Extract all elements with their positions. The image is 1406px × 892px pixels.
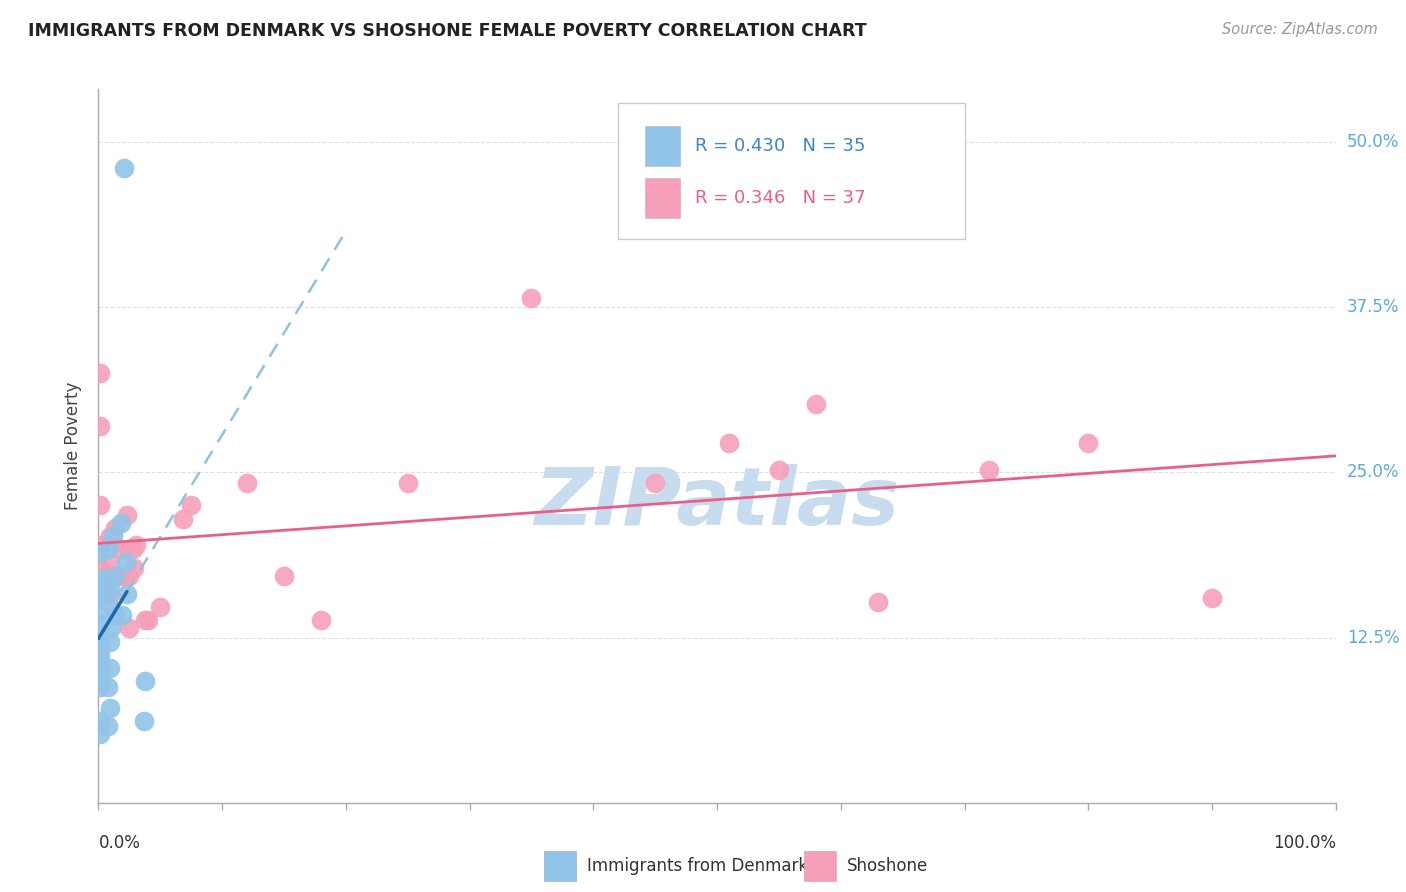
Point [89,666,111,681]
Point [309,614,332,628]
Point [89,574,111,588]
Point [124,560,146,574]
Point [111,608,134,623]
Text: 12.5%: 12.5% [1347,629,1399,647]
Point [103,529,125,543]
Text: ZIPatlas: ZIPatlas [534,464,900,542]
Point [89,648,111,662]
Text: 25.0%: 25.0% [1347,464,1399,482]
FancyBboxPatch shape [544,851,576,881]
Point [89,680,111,694]
Text: IMMIGRANTS FROM DENMARK VS SHOSHONE FEMALE POVERTY CORRELATION CHART: IMMIGRANTS FROM DENMARK VS SHOSHONE FEMA… [28,22,866,40]
Point [98,582,121,596]
Text: 0.0%: 0.0% [98,834,141,852]
Point [115,508,138,522]
Text: 100.0%: 100.0% [1272,834,1336,852]
Point [89,640,111,654]
Point [103,608,125,623]
Point [90,545,112,559]
Point [97,719,120,733]
Point [98,587,121,601]
Text: 37.5%: 37.5% [1347,298,1399,317]
Point [89,560,111,574]
FancyBboxPatch shape [804,851,835,881]
Point [90,617,112,632]
Point [97,542,120,557]
Point [118,568,141,582]
Point [979,463,1001,477]
Point [98,661,121,675]
Point [112,161,135,176]
Point [89,367,111,381]
Point [172,511,194,525]
Point [136,614,159,628]
Point [644,475,666,490]
Point [89,661,111,675]
Point [134,674,156,689]
Point [118,621,141,635]
Point [89,419,111,434]
Point [1077,436,1099,450]
Point [520,291,543,305]
Point [124,538,146,552]
Point [111,568,134,582]
Point [89,674,111,689]
Point [134,714,156,728]
Point [98,634,121,648]
Text: R = 0.430   N = 35: R = 0.430 N = 35 [695,137,865,155]
Point [89,538,111,552]
Text: 50.0%: 50.0% [1347,133,1399,151]
Point [89,654,111,668]
Point [117,542,139,557]
Point [236,475,259,490]
Point [1201,591,1223,605]
Text: Source: ZipAtlas.com: Source: ZipAtlas.com [1222,22,1378,37]
FancyBboxPatch shape [619,103,965,239]
Point [89,631,111,645]
Point [114,555,136,569]
Point [115,587,138,601]
Point [97,680,120,694]
FancyBboxPatch shape [645,178,681,218]
Y-axis label: Female Poverty: Female Poverty [65,382,83,510]
Point [100,621,122,635]
Point [98,700,121,714]
Point [90,591,112,605]
Point [91,571,114,585]
Point [89,727,111,741]
Point [149,600,172,615]
Point [122,542,145,557]
Point [97,595,120,609]
Point [89,604,111,618]
Point [98,555,121,569]
Point [134,614,156,628]
Point [110,516,132,530]
Point [396,475,419,490]
Point [718,436,741,450]
Point [89,714,111,728]
Point [180,499,202,513]
Text: Shoshone: Shoshone [846,857,928,875]
Point [866,595,889,609]
Point [804,397,827,411]
Point [89,499,111,513]
Text: R = 0.346   N = 37: R = 0.346 N = 37 [695,189,866,207]
Point [103,568,125,582]
Point [110,542,132,557]
Text: Immigrants from Denmark: Immigrants from Denmark [588,857,808,875]
Point [273,568,295,582]
Point [768,463,790,477]
FancyBboxPatch shape [645,127,681,166]
Point [98,529,121,543]
Point [103,521,125,535]
Point [89,584,111,599]
